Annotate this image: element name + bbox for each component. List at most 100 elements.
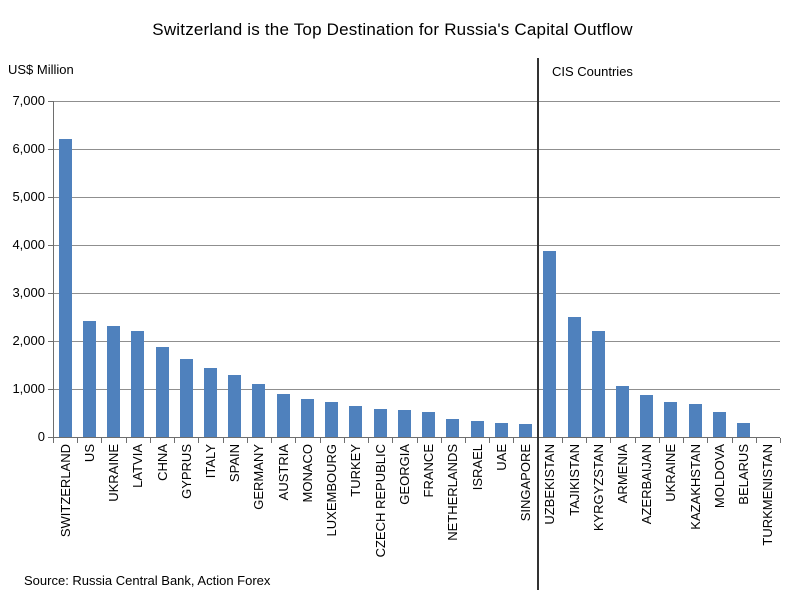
bar-latvia — [131, 331, 145, 437]
gridline — [53, 101, 780, 102]
bar-czech-republic — [373, 409, 387, 437]
x-axis-label: SPAIN — [227, 444, 243, 483]
y-axis-tick — [48, 341, 53, 342]
x-axis-label: MOLDOVA — [711, 444, 727, 509]
bar-tajikistan — [567, 317, 581, 437]
bar-kazakhstan — [688, 404, 702, 437]
y-axis-tick-label: 0 — [37, 429, 45, 444]
bar-ukraine — [107, 326, 121, 437]
x-axis-label: NETHERLANDS — [445, 444, 461, 541]
y-axis-tick-label: 3,000 — [12, 285, 45, 300]
x-axis-label: SWITZERLAND — [57, 444, 73, 538]
x-axis-tick — [707, 438, 709, 443]
bar-kyrgyzstan — [591, 331, 605, 437]
x-axis-label: SINGAPORE — [518, 444, 534, 522]
bar-switzerland — [58, 139, 72, 437]
bar-singapore — [519, 424, 533, 437]
x-axis-tick — [343, 438, 345, 443]
x-axis-label: TAJIKISTAN — [566, 444, 582, 516]
bar-monaco — [300, 399, 314, 437]
gridline — [53, 293, 780, 294]
x-axis-tick — [295, 438, 297, 443]
bar-germany — [252, 384, 266, 437]
y-axis-line — [53, 101, 54, 437]
x-axis-tick — [780, 438, 781, 443]
y-axis-tick-label: 2,000 — [12, 333, 45, 348]
bar-gyprus — [179, 359, 193, 437]
x-axis-tick — [198, 438, 200, 443]
source-note: Source: Russia Central Bank, Action Fore… — [24, 573, 271, 588]
x-axis-label: CZECH REPUBLIC — [372, 444, 388, 558]
y-axis-tick — [48, 101, 53, 102]
bar-ukraine — [664, 402, 678, 437]
x-axis-line — [53, 437, 780, 438]
x-axis-label: GYPRUS — [178, 444, 194, 499]
bar-uae — [494, 423, 508, 437]
gridline — [53, 389, 780, 390]
x-axis-label: UKRAINE — [106, 444, 122, 502]
x-axis-label: AUSTRIA — [275, 444, 291, 501]
x-axis-tick — [755, 438, 757, 443]
x-axis-tick — [222, 438, 224, 443]
x-axis-tick — [586, 438, 588, 443]
y-axis-tick-label: 4,000 — [12, 237, 45, 252]
x-axis-label: UKRAINE — [663, 444, 679, 502]
bar-netherlands — [446, 419, 460, 437]
y-axis-tick-label: 7,000 — [12, 93, 45, 108]
cis-countries-group-label: CIS Countries — [552, 64, 633, 79]
y-axis-tick — [48, 389, 53, 390]
x-axis-tick — [392, 438, 394, 443]
x-axis-tick — [319, 438, 321, 443]
x-axis-tick — [489, 438, 491, 443]
bar-chna — [155, 347, 169, 437]
bar-azerbaijan — [640, 395, 654, 437]
y-axis-tick-label: 5,000 — [12, 189, 45, 204]
x-axis-label: AZERBAIJAN — [639, 444, 655, 525]
x-axis-label: UAE — [493, 444, 509, 471]
x-axis-tick — [561, 438, 563, 443]
x-axis-label: GEORGIA — [396, 444, 412, 505]
x-axis-tick — [416, 438, 418, 443]
bar-moldova — [712, 412, 726, 437]
x-axis-label: TURKEY — [348, 444, 364, 497]
cis-divider-line — [537, 58, 539, 590]
x-axis-label: ITALY — [203, 444, 219, 479]
x-axis-label: MONACO — [299, 444, 315, 503]
x-axis-tick — [101, 438, 103, 443]
x-axis-tick — [271, 438, 273, 443]
bar-us — [82, 321, 96, 437]
x-axis-label: TURKMENISTAN — [760, 444, 776, 546]
bar-austria — [276, 394, 290, 437]
x-axis-tick — [440, 438, 442, 443]
chart-title: Switzerland is the Top Destination for R… — [152, 20, 633, 39]
bar-luxembourg — [325, 402, 339, 437]
y-axis-unit-label: US$ Million — [8, 62, 74, 77]
bar-israel — [470, 421, 484, 437]
x-axis-label: LATVIA — [130, 444, 146, 488]
x-axis-tick — [149, 438, 151, 443]
gridline — [53, 197, 780, 198]
x-axis-label: KYRGYZSTAN — [590, 444, 606, 532]
gridline — [53, 341, 780, 342]
x-axis-tick — [464, 438, 466, 443]
x-axis-tick — [125, 438, 127, 443]
y-axis-tick — [48, 149, 53, 150]
x-axis-label: KAZAKHSTAN — [687, 444, 703, 530]
bar-turkey — [349, 406, 363, 437]
x-axis-label: US — [81, 444, 97, 463]
y-axis-tick — [48, 437, 53, 438]
x-axis-tick — [246, 438, 248, 443]
x-axis-label: CHNA — [154, 444, 170, 481]
bar-georgia — [397, 410, 411, 437]
x-axis-label: UZBEKISTAN — [542, 444, 558, 525]
y-axis-tick-label: 6,000 — [12, 141, 45, 156]
x-axis-tick — [513, 438, 515, 443]
x-axis-label: LUXEMBOURG — [324, 444, 340, 537]
y-axis-tick-label: 1,000 — [12, 381, 45, 396]
x-axis-tick — [658, 438, 660, 443]
x-axis-tick — [53, 438, 54, 443]
y-axis-tick — [48, 293, 53, 294]
bar-belarus — [737, 423, 751, 437]
y-axis-tick — [48, 245, 53, 246]
